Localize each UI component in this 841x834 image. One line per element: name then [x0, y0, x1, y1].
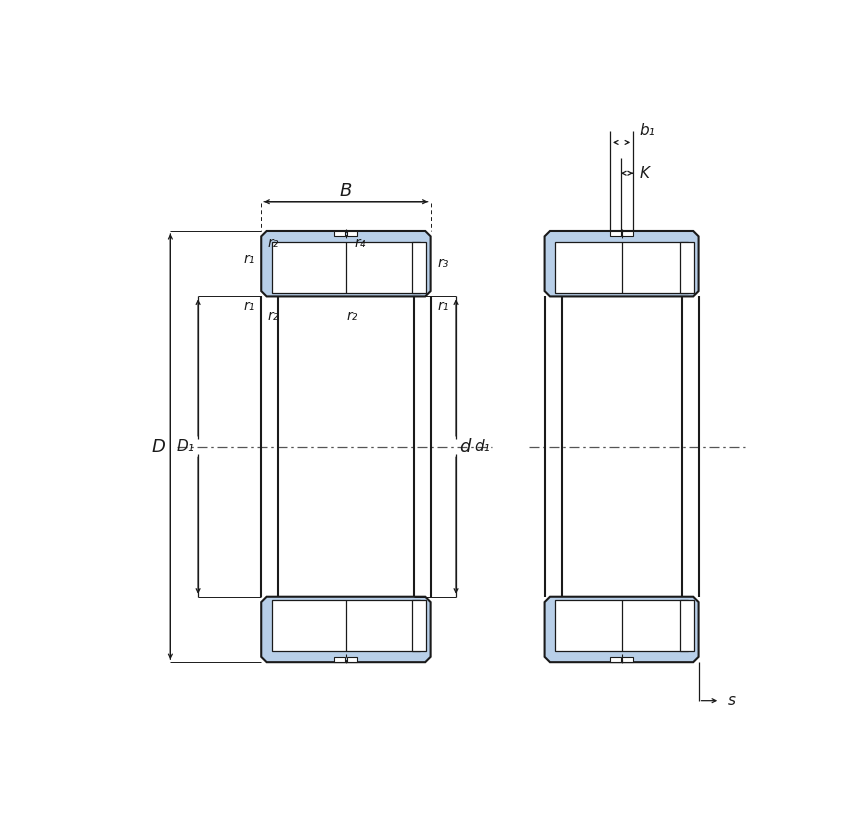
Bar [346, 657, 357, 662]
Bar [680, 600, 694, 651]
Bar [335, 231, 345, 236]
Text: r₂: r₂ [346, 309, 357, 323]
Text: r₂: r₂ [268, 235, 279, 249]
Bar [272, 242, 420, 294]
Bar [680, 242, 694, 294]
Bar [610, 657, 621, 662]
Text: K: K [639, 166, 649, 181]
Text: D₁: D₁ [177, 439, 195, 454]
Text: r₂: r₂ [268, 309, 279, 323]
Text: r₁: r₁ [244, 299, 256, 314]
Text: r₁: r₁ [437, 299, 448, 314]
Bar [346, 231, 357, 236]
Polygon shape [262, 231, 431, 296]
Polygon shape [262, 597, 431, 662]
Text: B: B [340, 182, 352, 200]
Bar [412, 242, 426, 294]
Text: r₄: r₄ [354, 235, 366, 249]
Text: r₁: r₁ [244, 253, 256, 267]
Polygon shape [545, 231, 699, 296]
Bar [272, 600, 420, 651]
Text: b₁: b₁ [639, 123, 655, 138]
Bar [610, 231, 621, 236]
Bar [412, 600, 426, 651]
Bar [622, 657, 633, 662]
Text: d₁: d₁ [474, 439, 490, 454]
Bar [555, 600, 688, 651]
Bar [622, 231, 633, 236]
Text: s: s [727, 693, 736, 708]
Text: r₃: r₃ [437, 256, 448, 270]
Polygon shape [545, 597, 699, 662]
Text: D: D [151, 438, 165, 455]
Bar [555, 242, 688, 294]
Text: d: d [459, 438, 470, 455]
Bar [335, 657, 345, 662]
